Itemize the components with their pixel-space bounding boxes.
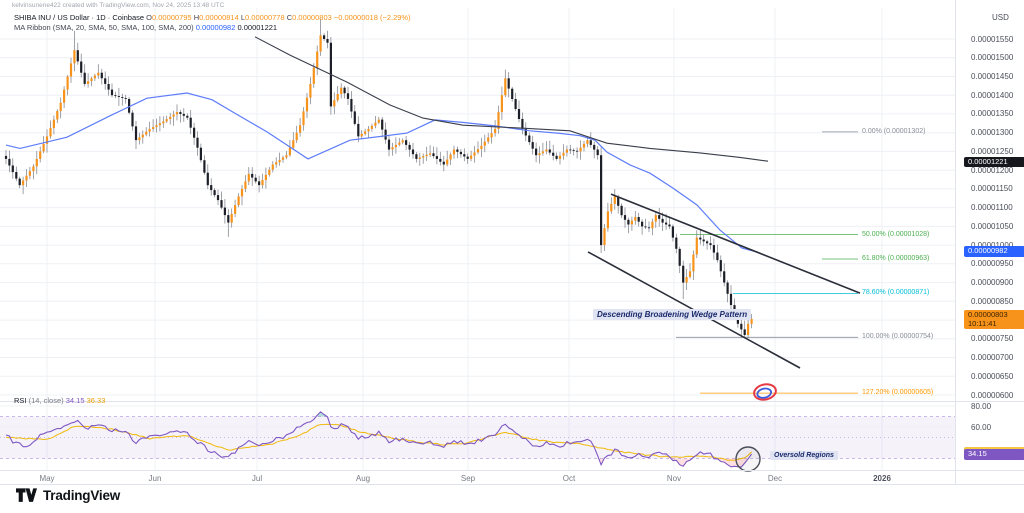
fib-level-label[interactable]: 100.00% (0.00000754) (862, 333, 934, 341)
price-tick-label: 0.00001050 (971, 221, 1014, 231)
chart-bottom-border (0, 484, 1024, 485)
price-axis[interactable]: 0.00001550 0.00001500 0.00001450 0.00001400… (955, 0, 1024, 470)
rsi-ma-line (5, 423, 752, 461)
oversold-regions-label[interactable]: Oversold Regions (770, 451, 838, 460)
close-value: 0.00000803 (292, 13, 332, 22)
tradingview-logo-text: TradingView (43, 488, 121, 503)
scribble-circle-annotation[interactable] (753, 382, 778, 401)
time-tick-label: 2026 (873, 474, 891, 483)
ma-ribbon-name: MA Ribbon (SMA, 20, SMA, 50, SMA, 100, S… (14, 23, 194, 32)
price-tick-label: 0.00000900 (971, 278, 1014, 288)
time-axis[interactable]: May Jun Jul Aug Sep Oct Nov Dec 2026 (0, 470, 1024, 484)
open-value: 0.00000795 (151, 13, 192, 22)
high-value: 0.00000814 (199, 13, 239, 22)
high-label: H (193, 13, 200, 22)
open-label: O (146, 13, 152, 22)
fib-level-label[interactable]: 61.80% (0.00000963) (862, 254, 930, 262)
change-value: −0.00000018 (−2.29%) (333, 13, 411, 22)
ma-ribbon-value-1: 0.00000982 (195, 23, 236, 32)
time-axis-border (0, 470, 1024, 471)
rsi-oversold-circle-annotation[interactable] (735, 446, 761, 472)
low-label: L (240, 13, 246, 22)
rsi-name: RSI (14, 396, 27, 405)
rsi-line (5, 411, 753, 468)
price-tick-label: 0.00000750 (971, 334, 1014, 344)
price-tick-label: 0.00001450 (971, 71, 1014, 81)
price-tick-label: 0.00001100 (971, 203, 1013, 213)
tradingview-logo-icon (16, 488, 37, 502)
indicator-status-line[interactable]: MA Ribbon (SMA, 20, SMA, 50, SMA, 100, S… (14, 23, 277, 32)
ma-ribbon-value-2: 0.00001221 (237, 23, 278, 32)
fib-levels-layer (676, 131, 858, 394)
price-tick-label: 0.00000950 (971, 259, 1014, 269)
fib-level-label[interactable]: 0.00% (0.00001302) (862, 127, 926, 135)
rsi-ma-value: 36.33 (86, 396, 106, 405)
countdown-timer: 10:11:41 (968, 318, 997, 328)
price-tick-label: 0.00000600 (971, 390, 1014, 400)
rsi-tick-label: 60.00 (971, 422, 992, 432)
candles-layer (4, 18, 753, 339)
ma-blue-line (5, 92, 759, 253)
time-tick-label: Dec (767, 474, 783, 483)
price-tick-label: 0.00001000 (971, 240, 1014, 250)
time-tick-label: Nov (666, 474, 682, 483)
price-tick-label: 0.00001250 (971, 146, 1014, 156)
symbol-status-line[interactable]: SHIBA INU / US Dollar · 1D · Coinbase O0… (14, 13, 411, 22)
rsi-value: 34.15 (65, 396, 85, 405)
rsi-tick-label: 80.00 (971, 401, 992, 411)
time-tick-label: May (39, 474, 55, 483)
price-tick-label: 0.00001300 (971, 128, 1014, 138)
low-value: 0.00000778 (245, 13, 285, 22)
rsi-badge: 34.15 (964, 449, 1024, 460)
watermark-credit: kelvinsunene422 created with TradingView… (12, 2, 225, 9)
time-tick-label: Oct (562, 474, 576, 483)
tradingview-logo[interactable]: TradingView (16, 487, 120, 504)
rsi-status-line[interactable]: RSI (14, close) 34.15 36.33 (14, 396, 105, 405)
price-badge: 0.00000803 10:11:41 (964, 309, 1024, 330)
price-badge: 0.00000982 (964, 246, 1024, 257)
price-tick-label: 0.00001400 (971, 90, 1014, 100)
time-tick-label: Sep (460, 474, 476, 483)
wedge-pattern-label[interactable]: Descending Broadening Wedge Pattern (593, 309, 752, 320)
price-tick-label: 0.00001550 (971, 34, 1014, 44)
fib-level-label[interactable]: 78.60% (0.00000871) (862, 289, 930, 297)
time-tick-label: Aug (355, 474, 371, 483)
price-tick-label: 0.00000650 (971, 371, 1014, 381)
time-tick-label: Jun (148, 474, 162, 483)
ma-black-line (254, 36, 769, 162)
price-axis-border (955, 0, 956, 484)
close-label: C (286, 13, 293, 22)
price-tick-label: 0.00001500 (971, 53, 1014, 63)
pane-divider[interactable] (0, 401, 1024, 402)
price-tick-label: 0.00001350 (971, 109, 1014, 119)
price-tick-label: 0.00000700 (971, 353, 1014, 363)
rsi-oversold-fill (598, 458, 749, 467)
symbol-title: SHIBA INU / US Dollar · 1D · Coinbase (14, 13, 145, 22)
time-tick-label: Jul (251, 474, 263, 483)
price-tick-label: 0.00000850 (971, 296, 1014, 306)
price-badge: 0.00001221 (964, 156, 1024, 168)
price-tick-label: 0.00001200 (971, 165, 1014, 175)
fib-level-label[interactable]: 127.20% (0.00000605) (862, 389, 934, 397)
price-tick-label: 0.00001150 (971, 184, 1013, 194)
rsi-params: (14, close) (28, 396, 64, 405)
rsi-overbought-fill (316, 411, 327, 417)
fib-level-label[interactable]: 50.00% (0.00001028) (862, 230, 930, 238)
price-axis-unit: USD (992, 13, 1009, 22)
